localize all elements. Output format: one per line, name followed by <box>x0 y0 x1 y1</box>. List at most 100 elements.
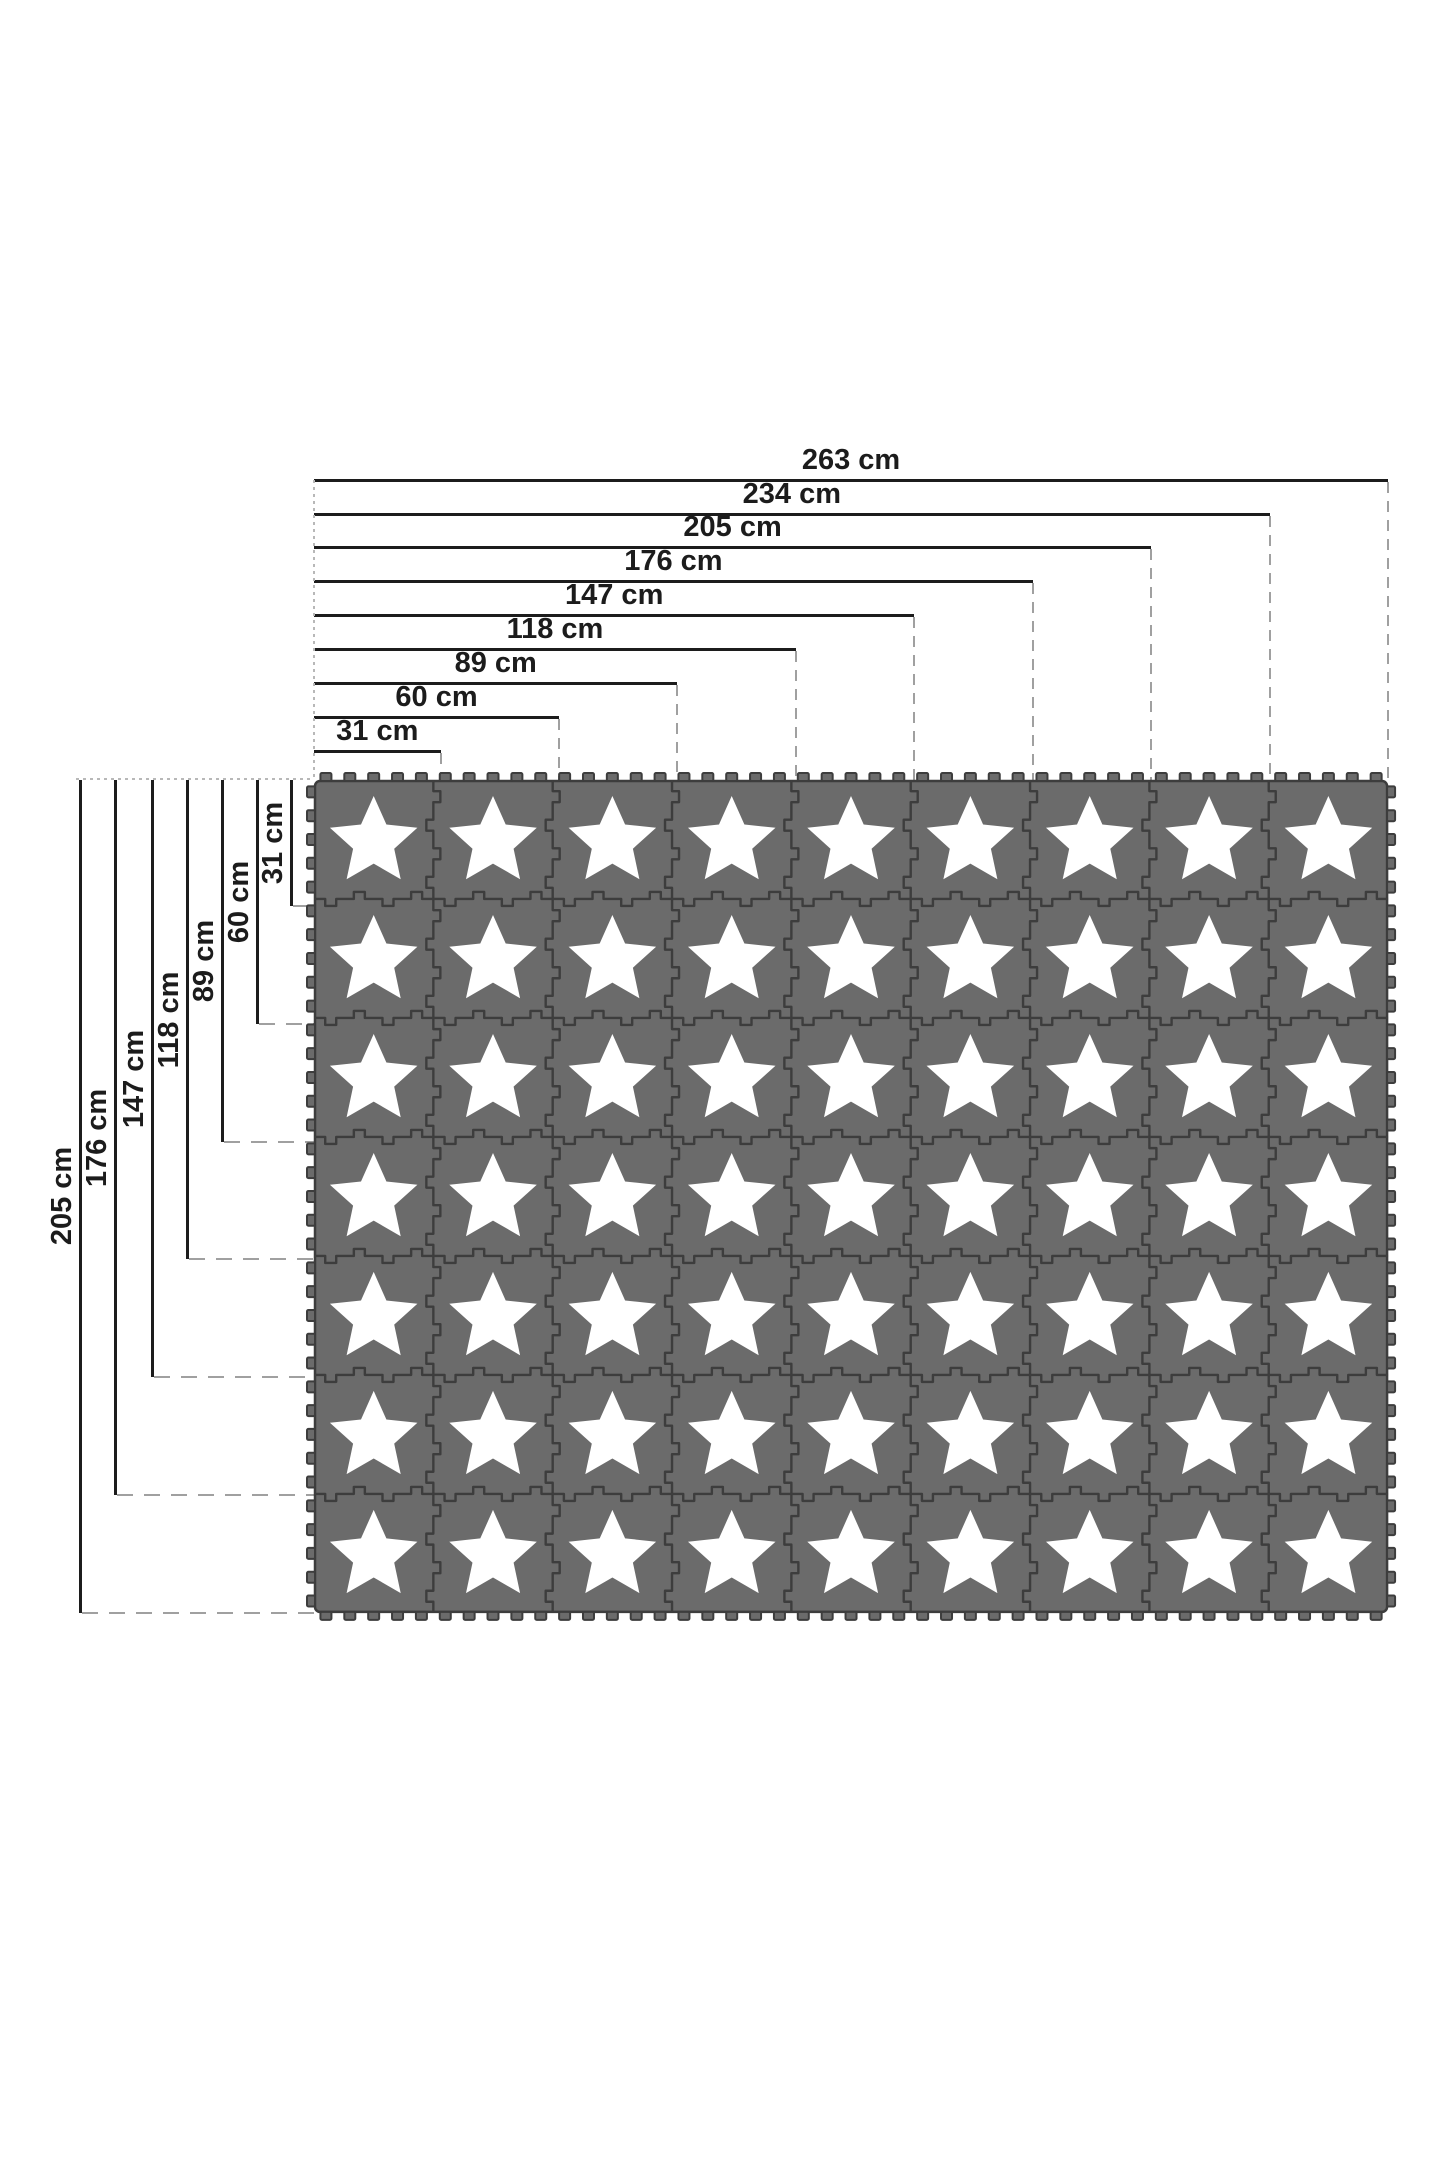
tile-seam-vertical <box>663 1374 681 1494</box>
tile-star <box>807 1152 895 1237</box>
tile-seam-vertical <box>425 1374 442 1494</box>
tile-seam-horizontal <box>672 1485 792 1503</box>
tile-seam-vertical <box>663 1255 681 1375</box>
top-dim-line-176 <box>314 579 1033 583</box>
mat-edge-tab-top <box>1011 772 1025 783</box>
left-dim-label-31: 31 cm <box>257 801 289 885</box>
tile-seam-horizontal <box>314 1128 434 1146</box>
tile-star <box>926 796 1015 880</box>
mat-edge-tab-top <box>1321 772 1335 783</box>
top-dim-label-176: 176 cm <box>624 545 723 577</box>
tile-star <box>1165 1033 1253 1118</box>
mat-edge-tab-right <box>1386 1213 1397 1227</box>
tile-seam-horizontal <box>910 1247 1031 1265</box>
mat-edge-tab-right <box>1386 928 1397 942</box>
mat-edge-tab-top <box>772 772 786 783</box>
mat-edge-tab-top <box>367 772 381 783</box>
tile-seam-horizontal <box>1268 890 1389 908</box>
left-dim-line-31 <box>289 780 293 906</box>
mat-edge-tab-top <box>462 772 476 783</box>
tile-star <box>1045 1152 1134 1237</box>
tile-seam-vertical <box>544 1374 561 1494</box>
tile-star <box>1045 914 1134 999</box>
mat-edge-tab-top <box>1059 772 1073 783</box>
mat-edge-tab-left <box>306 1499 316 1513</box>
mat-edge-tab-right <box>1386 1594 1397 1608</box>
mat-edge-tab-right <box>1386 880 1397 894</box>
mat-edge-tab-right <box>1386 1261 1397 1275</box>
mat-edge-tab-right <box>1386 832 1397 846</box>
mat-edge-tab-bottom <box>677 1610 691 1621</box>
mat-edge-tab-left <box>306 1189 316 1203</box>
top-dim-label-263: 263 cm <box>801 444 901 476</box>
tile-seam-vertical <box>1260 780 1277 899</box>
mat-edge-tab-left <box>306 1356 316 1370</box>
top-dim-drop-263 <box>1387 482 1390 780</box>
tile-star <box>926 1271 1015 1356</box>
tile-star <box>687 1390 776 1475</box>
tile-star <box>1045 1271 1134 1356</box>
mat-edge-tab-left <box>306 1404 316 1418</box>
mat-edge-tab-top <box>1298 772 1312 783</box>
tile-star <box>568 1033 657 1118</box>
tile-seam-vertical <box>902 1493 919 1613</box>
mat-edge-tab-left <box>306 1451 316 1465</box>
top-dim-drop-89 <box>676 685 679 780</box>
mat-edge-tab-bottom <box>653 1610 667 1621</box>
tile-star <box>449 914 537 999</box>
mat-edge-tab-bottom <box>438 1610 452 1621</box>
tile-seam-vertical <box>1021 780 1039 899</box>
mat-edge-tab-right <box>1386 1475 1397 1489</box>
mat-edge-tab-bottom <box>1202 1610 1216 1621</box>
top-dim-label-118: 118 cm <box>506 613 604 645</box>
tile-star <box>449 1390 537 1475</box>
mat-edge-tab-bottom <box>940 1610 954 1621</box>
tile-star <box>1284 1152 1373 1237</box>
tile-seam-vertical <box>663 780 681 899</box>
tile-seam-horizontal <box>791 1128 911 1146</box>
mat-edge-tab-bottom <box>987 1610 1001 1621</box>
top-dim-label-147: 147 cm <box>564 579 664 611</box>
mat-edge-tab-right <box>1386 856 1397 870</box>
tile-seam-vertical <box>544 1255 561 1375</box>
tile-star <box>1045 1033 1134 1118</box>
mat-edge-tab-right <box>1386 1523 1397 1537</box>
tile-seam-horizontal <box>910 1128 1031 1146</box>
tile-star <box>1165 914 1253 999</box>
mat-edge-tab-top <box>1226 772 1240 783</box>
mat-edge-tab-top <box>558 772 572 783</box>
tile-seam-horizontal <box>1268 1485 1389 1503</box>
tile-seam-vertical <box>1021 1255 1039 1375</box>
left-dim-label-89: 89 cm <box>188 919 220 1002</box>
tile-seam-horizontal <box>433 1485 553 1503</box>
tile-seam-vertical <box>1021 1017 1039 1137</box>
top-dim-label-31: 31 cm <box>336 715 419 747</box>
left-dim-connector-31 <box>293 904 314 907</box>
tile-star <box>568 1271 657 1356</box>
tile-seam-vertical <box>783 1136 800 1256</box>
tile-seam-horizontal <box>552 890 673 908</box>
mat-edge-tab-top <box>1202 772 1216 783</box>
mat-edge-tab-top <box>486 772 500 783</box>
tile-seam-vertical <box>425 1017 442 1137</box>
tile-star <box>807 914 895 999</box>
top-dim-drop-234 <box>1268 516 1271 780</box>
mat-edge-tab-bottom <box>510 1610 524 1621</box>
top-dim-line-205 <box>314 545 1152 549</box>
mat-edge-tab-right <box>1386 1166 1397 1180</box>
tile-star <box>926 1152 1015 1237</box>
tile-seam-horizontal <box>1268 1009 1389 1027</box>
left-dim-line-89 <box>220 780 224 1142</box>
mat-edge-tab-left <box>306 1047 316 1061</box>
tile-seam-horizontal <box>314 890 434 908</box>
mat-edge-tab-right <box>1386 1380 1397 1394</box>
mat-edge-tab-bottom <box>629 1610 643 1621</box>
mat-edge-tab-top <box>510 772 524 783</box>
mat-edge-tab-bottom <box>1250 1610 1264 1621</box>
mat-edge-tab-left <box>306 785 316 799</box>
tile-star <box>329 1271 418 1356</box>
mat-edge-tab-left <box>306 1166 316 1180</box>
tile-star <box>1165 1509 1253 1594</box>
tile-seam-horizontal <box>1030 1009 1150 1027</box>
